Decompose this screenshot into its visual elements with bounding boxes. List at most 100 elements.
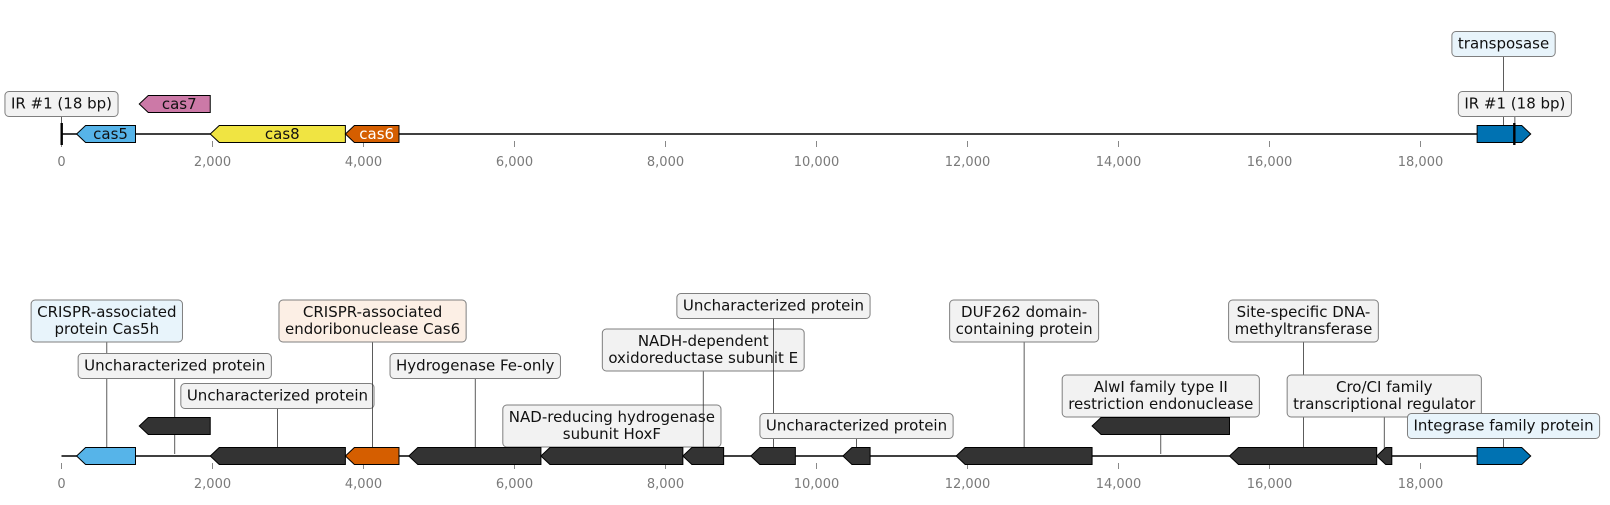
- tick-label: 8,000: [647, 155, 684, 170]
- features: cas5 cas7 cas8 cas6: [60, 95, 1532, 145]
- axis-ticks: 0 2,000 4,000 6,000 8,000 10,000 12,000 14,000 1…: [57, 463, 1443, 492]
- label-box: [1286, 374, 1482, 418]
- gene-alwi: [1091, 417, 1230, 435]
- track-bottom: 0 2,000 4,000 6,000 8,000 10,000 12,000 14,000 1…: [30, 293, 1601, 492]
- annotations: IR #1 (18 bp) transposase IR #1 (18 bp): [4, 31, 1572, 132]
- tick-label: 10,000: [794, 477, 840, 492]
- gene-hoxf: [540, 447, 684, 465]
- label-box: [759, 413, 954, 439]
- label-text: protein Cas5h: [54, 320, 159, 338]
- unchar-4-label: Uncharacterized protein: [759, 413, 954, 454]
- label-box: [676, 293, 871, 319]
- label-text: Cro/CI family: [1336, 378, 1433, 396]
- tick-label: 10,000: [794, 155, 840, 170]
- tick-label: 14,000: [1096, 477, 1142, 492]
- label-text: Uncharacterized protein: [84, 357, 265, 375]
- tick-label: 4,000: [345, 155, 382, 170]
- gene-label-cas5: cas5: [93, 125, 128, 143]
- label-text: endoribonuclease Cas6: [285, 320, 460, 338]
- label-text: CRISPR-associated: [303, 303, 442, 321]
- label-text: Site-specific DNA-: [1237, 303, 1371, 321]
- gene-cas8: [209, 125, 346, 143]
- tick-label: 16,000: [1247, 477, 1293, 492]
- transposase-label: transposase: [1451, 31, 1556, 132]
- gene-croci: [1375, 447, 1393, 465]
- gene-label-cas6: cas6: [359, 125, 394, 143]
- label-box: [601, 328, 805, 372]
- label-text: oxidoreductase subunit E: [608, 349, 798, 367]
- hydrogenase-label: Hydrogenase Fe-only: [389, 353, 561, 454]
- unchar-3-label: Uncharacterized protein: [676, 293, 871, 454]
- label-text: NADH-dependent: [638, 332, 769, 350]
- label-text: Integrase family protein: [1413, 417, 1593, 435]
- label-box: [1406, 413, 1601, 439]
- gene-cas7: [138, 95, 211, 113]
- unchar-2-label: Uncharacterized protein: [180, 383, 375, 454]
- label-box: [1457, 91, 1572, 117]
- tick-label: 0: [57, 477, 65, 492]
- gene-unchar-3: [750, 447, 796, 465]
- gene-unchar-2: [209, 447, 346, 465]
- label-text: Hydrogenase Fe-only: [396, 357, 555, 375]
- gene-duf262: [955, 447, 1093, 465]
- tick-label: 16,000: [1247, 155, 1293, 170]
- duf262-label: DUF262 domain-containing protein: [949, 299, 1100, 454]
- integrase-label: Integrase family protein: [1406, 413, 1601, 454]
- tick-label: 2,000: [194, 155, 231, 170]
- gene-cas6: [344, 125, 400, 143]
- gene-unchar-4: [842, 447, 871, 465]
- label-box: [389, 353, 561, 379]
- tick-label: 14,000: [1096, 155, 1142, 170]
- label-box: [180, 383, 375, 409]
- methyltransferase-label: Site-specific DNA-methyltransferase: [1228, 299, 1379, 454]
- label-text: methyltransferase: [1235, 320, 1373, 338]
- unchar-1-label: Uncharacterized protein: [77, 353, 272, 454]
- gene-label-cas7: cas7: [162, 95, 197, 113]
- label-text: containing protein: [956, 320, 1093, 338]
- label-text: Uncharacterized protein: [683, 297, 864, 315]
- tick-label: 18,000: [1398, 155, 1444, 170]
- tick-label: 2,000: [194, 477, 231, 492]
- label-text: CRISPR-associated: [37, 303, 176, 321]
- label-box: [4, 91, 119, 117]
- gene-label-cas8: cas8: [265, 125, 300, 143]
- gene-unchar-1: [138, 417, 211, 435]
- label-text: IR #1 (18 bp): [11, 95, 112, 113]
- gene-transposase: [1476, 125, 1532, 143]
- gene-nadh-e: [682, 447, 725, 465]
- label-box: [1228, 299, 1379, 343]
- gene-methyltransferase: [1228, 447, 1378, 465]
- tick-label: 18,000: [1398, 477, 1444, 492]
- gene-cas6-endo: [344, 447, 400, 465]
- label-box: [30, 299, 183, 343]
- inverted-repeat-ir-left: [60, 123, 63, 145]
- label-text: transcriptional regulator: [1293, 395, 1476, 413]
- label-text: DUF262 domain-: [961, 303, 1087, 321]
- label-text: transposase: [1458, 35, 1549, 53]
- label-text: Uncharacterized protein: [766, 417, 947, 435]
- label-text: AlwI family type II: [1094, 378, 1228, 396]
- label-text: subunit HoxF: [563, 425, 661, 443]
- gene-hydrogenase: [408, 447, 542, 465]
- label-box: [278, 299, 467, 343]
- gene-cas5: [75, 125, 136, 143]
- track-top: 0 2,000 4,000 6,000 8,000 10,000 12,000 14,000 1…: [4, 31, 1572, 170]
- label-box: [1451, 31, 1556, 57]
- label-text: NAD-reducing hydrogenase: [509, 408, 715, 426]
- label-text: restriction endonuclease: [1068, 395, 1253, 413]
- ir-left-label: IR #1 (18 bp): [4, 91, 119, 132]
- gene-cas5h: [75, 447, 136, 465]
- gene-integrase: [1476, 447, 1532, 465]
- tick-label: 12,000: [945, 477, 991, 492]
- features: [75, 417, 1532, 465]
- tick-label: 4,000: [345, 477, 382, 492]
- tick-label: 6,000: [496, 155, 533, 170]
